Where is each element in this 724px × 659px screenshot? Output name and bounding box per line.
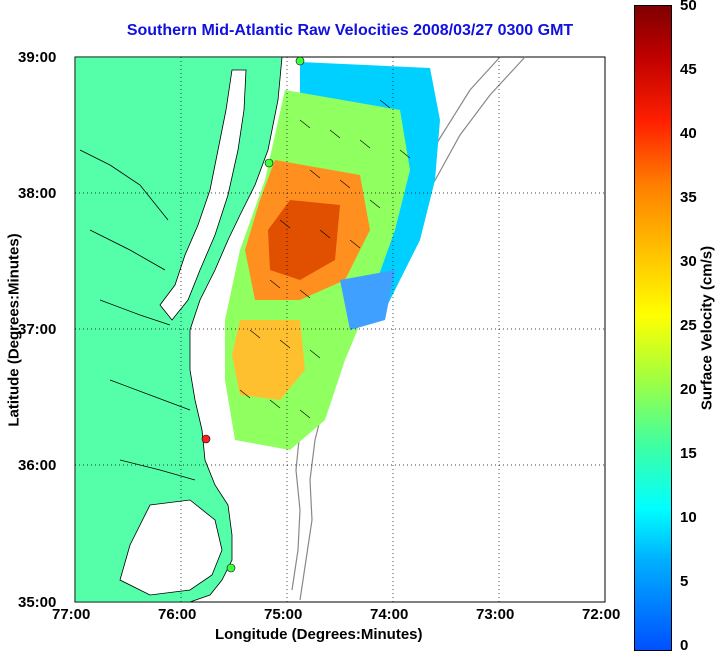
velocity-field <box>225 62 440 450</box>
station-marker-delmarva <box>264 158 274 168</box>
velocity-cell-blue <box>340 270 395 330</box>
colorbar-tick: 35 <box>680 189 697 206</box>
colorbar-tick: 10 <box>680 509 697 526</box>
x-axis-label: Longitude (Degrees:Minutes) <box>215 626 423 643</box>
colorbar-tick: 50 <box>680 0 697 14</box>
y-tick-label: 35:00 <box>18 594 57 611</box>
colorbar <box>634 5 672 651</box>
y-axis-label: Latitude (Degrees:Minutes) <box>5 233 23 427</box>
colorbar-tick: 45 <box>680 61 697 78</box>
x-tick-label: 77:00 <box>52 606 91 623</box>
land-mainland <box>74 56 283 603</box>
chesapeake-bay <box>159 69 247 321</box>
colorbar-tick: 20 <box>680 381 697 398</box>
x-tick-label: 74:00 <box>370 606 409 623</box>
chart-title: Southern Mid-Atlantic Raw Velocities 200… <box>126 22 574 39</box>
velocity-cell-peak <box>268 200 340 280</box>
x-tick-label: 72:00 <box>582 606 621 623</box>
x-tick-label: 75:00 <box>264 606 303 623</box>
colorbar-tick: 30 <box>680 253 697 270</box>
colorbar-tick: 5 <box>680 573 689 590</box>
y-tick-label: 36:00 <box>18 457 57 474</box>
y-tick-label: 38:00 <box>18 185 57 202</box>
x-tick-label: 76:00 <box>158 606 197 623</box>
y-tick-label: 39:00 <box>18 49 57 66</box>
station-marker-hatteras <box>226 563 236 573</box>
velocity-cell-south <box>232 320 305 400</box>
grid <box>75 57 605 602</box>
pamlico-sound <box>119 499 223 596</box>
bay-tributary <box>79 149 196 481</box>
x-tick-label: 73:00 <box>476 606 515 623</box>
colorbar-tick: 15 <box>680 445 697 462</box>
station-marker-north <box>295 56 305 66</box>
station-marker-outer-banks <box>201 434 211 444</box>
colorbar-tick: 40 <box>680 125 697 142</box>
colorbar-tick: 0 <box>680 637 689 654</box>
colorbar-tick: 25 <box>680 317 697 334</box>
y-tick-label: 37:00 <box>18 321 57 338</box>
velocity-arrows <box>239 99 411 419</box>
colorbar-label: Surface Velocity (cm/s) <box>698 245 716 411</box>
